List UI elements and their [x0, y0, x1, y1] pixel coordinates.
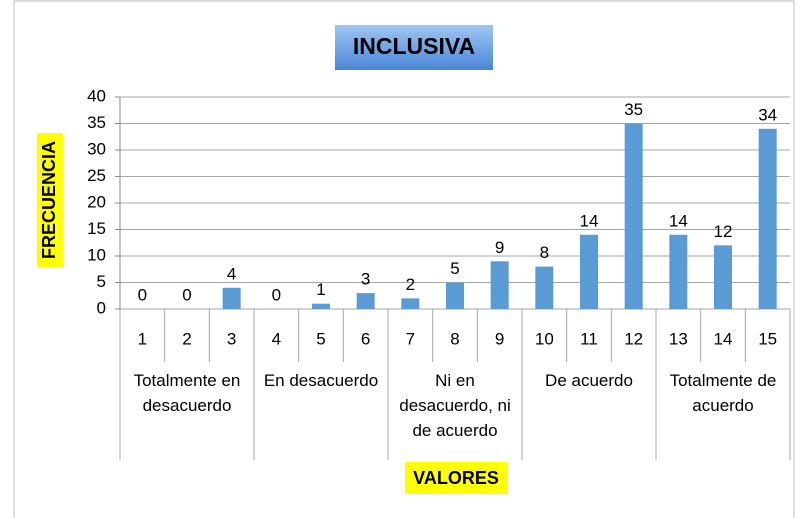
x-tick-label: 2 — [182, 329, 191, 348]
bar — [222, 287, 241, 309]
x-label-box — [405, 462, 508, 494]
x-tick-label: 8 — [450, 329, 459, 348]
bar — [446, 282, 464, 309]
group-label: Totalmente en desacuerdo — [133, 371, 241, 415]
x-tick-label: 6 — [361, 329, 370, 348]
x-tick-label: 3 — [227, 329, 236, 348]
data-label: 2 — [406, 275, 415, 294]
x-tick-label: 15 — [758, 329, 777, 348]
x-tick-label: 5 — [316, 329, 325, 348]
data-label: 3 — [361, 270, 370, 289]
data-label: 14 — [669, 211, 688, 230]
bar — [401, 298, 420, 309]
y-tick-label: 0 — [97, 298, 106, 317]
bar — [490, 261, 509, 309]
chart-title: INCLUSIVA — [353, 33, 475, 59]
bar — [714, 245, 732, 309]
group-label: Totalmente de acuerdo — [669, 371, 777, 415]
x-tick-label: 10 — [535, 329, 554, 348]
y-tick-label: 10 — [87, 245, 106, 264]
data-label: 0 — [272, 285, 281, 304]
group-label: En desacuerdo — [263, 371, 379, 390]
data-label: 0 — [182, 285, 191, 304]
y-tick-label: 20 — [87, 192, 106, 211]
x-tick-label: 11 — [580, 329, 598, 348]
data-label: 12 — [714, 222, 733, 241]
x-tick-label: 1 — [138, 329, 147, 348]
x-tick-label: 14 — [714, 329, 733, 348]
y-tick-label: 30 — [87, 139, 106, 158]
chart-frame — [13, 0, 795, 518]
bar — [580, 234, 598, 309]
data-label: 35 — [624, 100, 643, 119]
y-tick-label: 15 — [87, 219, 106, 238]
bar — [356, 293, 375, 309]
bar — [624, 123, 643, 309]
y-tick-label: 25 — [87, 166, 106, 185]
bar — [535, 266, 554, 309]
x-tick-label: 12 — [624, 329, 643, 348]
x-tick-label: 13 — [669, 329, 688, 348]
bar — [758, 128, 777, 309]
data-label: 1 — [316, 280, 325, 299]
y-tick-label: 40 — [87, 86, 106, 105]
data-label: 0 — [138, 285, 147, 304]
data-label: 34 — [758, 105, 777, 124]
group-label: De acuerdo — [545, 371, 633, 390]
data-label: 9 — [495, 238, 504, 257]
x-tick-label: 9 — [495, 329, 504, 348]
data-label: 8 — [540, 243, 549, 262]
bar — [669, 234, 688, 309]
x-axis-label: VALORES — [413, 468, 499, 488]
data-label: 14 — [580, 211, 599, 230]
x-tick-label: 4 — [272, 329, 281, 348]
y-axis-label: FRECUENCIA — [39, 141, 59, 259]
data-label: 5 — [450, 259, 459, 278]
group-label: Ni en desacuerdo, ni de acuerdo — [399, 371, 511, 440]
y-label-box — [37, 133, 63, 267]
x-tick-label: 7 — [406, 329, 415, 348]
data-label: 4 — [227, 264, 236, 283]
y-tick-label: 35 — [87, 113, 106, 132]
y-tick-label: 5 — [97, 272, 106, 291]
title-box — [335, 25, 493, 70]
bar — [312, 303, 330, 309]
